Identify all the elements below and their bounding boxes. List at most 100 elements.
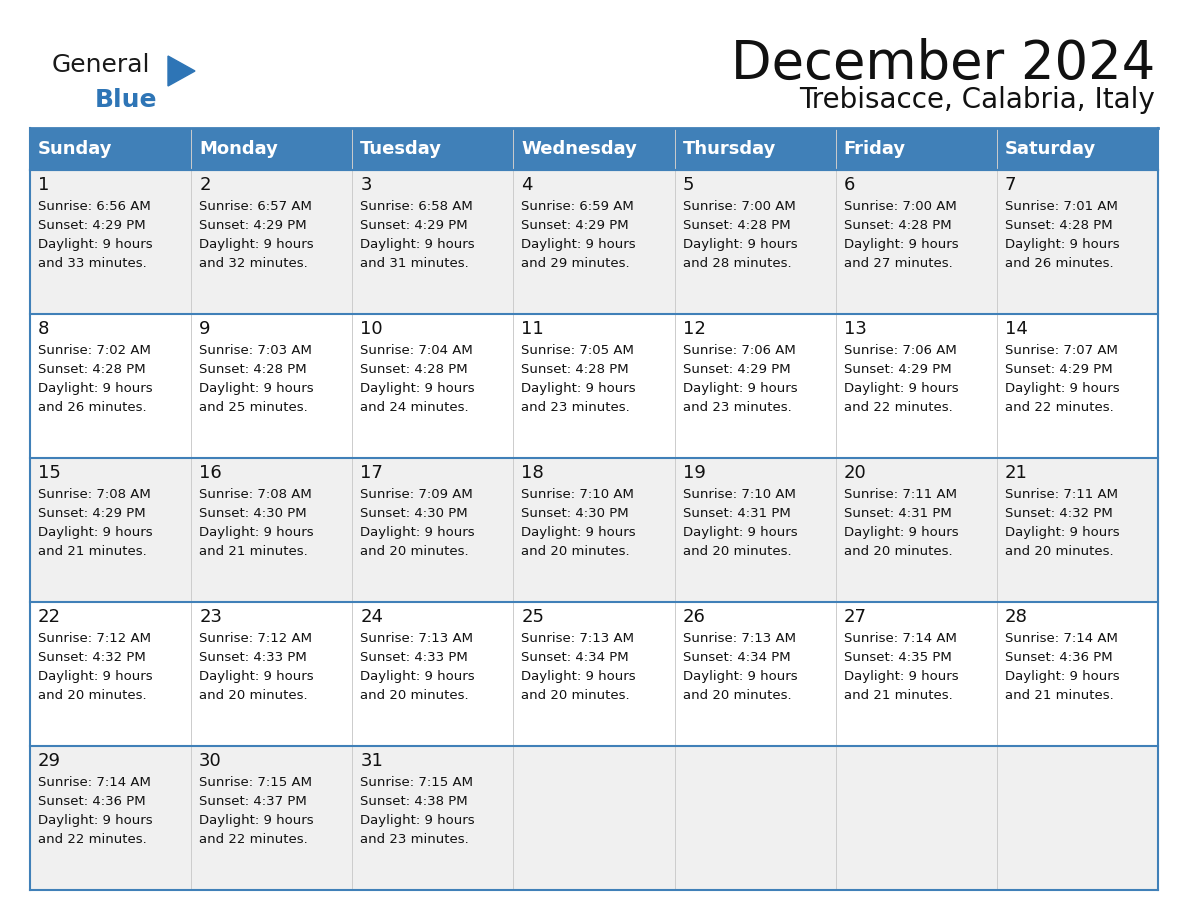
Text: Daylight: 9 hours: Daylight: 9 hours xyxy=(522,670,636,683)
Text: Sunset: 4:33 PM: Sunset: 4:33 PM xyxy=(200,651,307,664)
Text: Sunrise: 7:15 AM: Sunrise: 7:15 AM xyxy=(360,776,473,789)
Text: and 20 minutes.: and 20 minutes. xyxy=(360,545,469,558)
Bar xyxy=(30,458,1158,602)
Text: 16: 16 xyxy=(200,464,222,482)
Text: Sunrise: 7:14 AM: Sunrise: 7:14 AM xyxy=(1005,632,1118,645)
Text: and 20 minutes.: and 20 minutes. xyxy=(360,689,469,702)
Text: 1: 1 xyxy=(38,176,50,194)
Text: and 33 minutes.: and 33 minutes. xyxy=(38,257,147,270)
Text: and 25 minutes.: and 25 minutes. xyxy=(200,401,308,414)
Text: Daylight: 9 hours: Daylight: 9 hours xyxy=(200,382,314,395)
Polygon shape xyxy=(168,56,195,86)
Text: 27: 27 xyxy=(843,608,867,626)
Text: Sunrise: 7:05 AM: Sunrise: 7:05 AM xyxy=(522,344,634,357)
Text: and 28 minutes.: and 28 minutes. xyxy=(683,257,791,270)
Text: and 21 minutes.: and 21 minutes. xyxy=(38,545,147,558)
Text: and 20 minutes.: and 20 minutes. xyxy=(1005,545,1113,558)
Text: Sunset: 4:30 PM: Sunset: 4:30 PM xyxy=(200,507,307,520)
Text: Blue: Blue xyxy=(95,88,158,112)
Text: Sunset: 4:31 PM: Sunset: 4:31 PM xyxy=(843,507,952,520)
Text: 5: 5 xyxy=(683,176,694,194)
Text: Daylight: 9 hours: Daylight: 9 hours xyxy=(38,526,152,539)
Text: and 20 minutes.: and 20 minutes. xyxy=(683,545,791,558)
Text: Trebisacce, Calabria, Italy: Trebisacce, Calabria, Italy xyxy=(800,86,1155,114)
Text: Sunset: 4:36 PM: Sunset: 4:36 PM xyxy=(1005,651,1112,664)
Text: Daylight: 9 hours: Daylight: 9 hours xyxy=(1005,526,1119,539)
Text: Sunset: 4:29 PM: Sunset: 4:29 PM xyxy=(38,507,146,520)
Text: Sunrise: 7:03 AM: Sunrise: 7:03 AM xyxy=(200,344,312,357)
Text: Sunrise: 7:09 AM: Sunrise: 7:09 AM xyxy=(360,488,473,501)
Text: Sunrise: 7:06 AM: Sunrise: 7:06 AM xyxy=(843,344,956,357)
Text: Daylight: 9 hours: Daylight: 9 hours xyxy=(843,526,959,539)
Text: 15: 15 xyxy=(38,464,61,482)
Text: 26: 26 xyxy=(683,608,706,626)
Text: Sunset: 4:28 PM: Sunset: 4:28 PM xyxy=(38,363,146,376)
Text: 10: 10 xyxy=(360,320,383,338)
Text: Sunrise: 7:12 AM: Sunrise: 7:12 AM xyxy=(200,632,312,645)
Text: Sunrise: 7:10 AM: Sunrise: 7:10 AM xyxy=(522,488,634,501)
Bar xyxy=(30,314,1158,458)
Text: Sunset: 4:32 PM: Sunset: 4:32 PM xyxy=(1005,507,1113,520)
Text: Tuesday: Tuesday xyxy=(360,140,442,158)
Text: and 26 minutes.: and 26 minutes. xyxy=(38,401,146,414)
Text: Sunset: 4:29 PM: Sunset: 4:29 PM xyxy=(683,363,790,376)
Text: Sunrise: 7:11 AM: Sunrise: 7:11 AM xyxy=(843,488,956,501)
Text: and 22 minutes.: and 22 minutes. xyxy=(38,833,147,846)
Text: 2: 2 xyxy=(200,176,210,194)
Text: Sunrise: 7:12 AM: Sunrise: 7:12 AM xyxy=(38,632,151,645)
Text: 24: 24 xyxy=(360,608,384,626)
Text: Daylight: 9 hours: Daylight: 9 hours xyxy=(200,670,314,683)
Text: and 32 minutes.: and 32 minutes. xyxy=(200,257,308,270)
Text: Sunset: 4:38 PM: Sunset: 4:38 PM xyxy=(360,795,468,808)
Text: 4: 4 xyxy=(522,176,533,194)
Text: 23: 23 xyxy=(200,608,222,626)
Text: Daylight: 9 hours: Daylight: 9 hours xyxy=(360,238,475,251)
Text: Daylight: 9 hours: Daylight: 9 hours xyxy=(1005,670,1119,683)
Text: Daylight: 9 hours: Daylight: 9 hours xyxy=(200,814,314,827)
Text: and 21 minutes.: and 21 minutes. xyxy=(843,689,953,702)
Text: Daylight: 9 hours: Daylight: 9 hours xyxy=(360,814,475,827)
Text: Sunset: 4:34 PM: Sunset: 4:34 PM xyxy=(522,651,630,664)
Text: Sunset: 4:34 PM: Sunset: 4:34 PM xyxy=(683,651,790,664)
Text: Sunrise: 6:57 AM: Sunrise: 6:57 AM xyxy=(200,200,312,213)
Text: 7: 7 xyxy=(1005,176,1017,194)
Text: Daylight: 9 hours: Daylight: 9 hours xyxy=(200,238,314,251)
Text: Sunset: 4:29 PM: Sunset: 4:29 PM xyxy=(522,219,630,232)
Text: Sunrise: 7:13 AM: Sunrise: 7:13 AM xyxy=(360,632,473,645)
Text: Wednesday: Wednesday xyxy=(522,140,637,158)
Text: 8: 8 xyxy=(38,320,50,338)
Text: and 23 minutes.: and 23 minutes. xyxy=(360,833,469,846)
Text: Daylight: 9 hours: Daylight: 9 hours xyxy=(360,670,475,683)
Text: Sunset: 4:31 PM: Sunset: 4:31 PM xyxy=(683,507,790,520)
Text: Daylight: 9 hours: Daylight: 9 hours xyxy=(522,238,636,251)
Text: Sunday: Sunday xyxy=(38,140,113,158)
Text: Sunrise: 7:07 AM: Sunrise: 7:07 AM xyxy=(1005,344,1118,357)
Text: Daylight: 9 hours: Daylight: 9 hours xyxy=(522,382,636,395)
Text: Sunrise: 7:00 AM: Sunrise: 7:00 AM xyxy=(683,200,795,213)
Text: and 20 minutes.: and 20 minutes. xyxy=(683,689,791,702)
Text: Daylight: 9 hours: Daylight: 9 hours xyxy=(683,238,797,251)
Text: Daylight: 9 hours: Daylight: 9 hours xyxy=(843,670,959,683)
Text: and 24 minutes.: and 24 minutes. xyxy=(360,401,469,414)
Text: and 23 minutes.: and 23 minutes. xyxy=(522,401,630,414)
Bar xyxy=(30,746,1158,890)
Text: Thursday: Thursday xyxy=(683,140,776,158)
Text: Daylight: 9 hours: Daylight: 9 hours xyxy=(38,238,152,251)
Text: and 26 minutes.: and 26 minutes. xyxy=(1005,257,1113,270)
Text: 20: 20 xyxy=(843,464,866,482)
Text: 11: 11 xyxy=(522,320,544,338)
Text: 19: 19 xyxy=(683,464,706,482)
Text: Sunset: 4:28 PM: Sunset: 4:28 PM xyxy=(522,363,630,376)
Text: Sunrise: 6:59 AM: Sunrise: 6:59 AM xyxy=(522,200,634,213)
Text: Daylight: 9 hours: Daylight: 9 hours xyxy=(200,526,314,539)
Text: Sunset: 4:30 PM: Sunset: 4:30 PM xyxy=(360,507,468,520)
Text: December 2024: December 2024 xyxy=(731,38,1155,90)
Text: Daylight: 9 hours: Daylight: 9 hours xyxy=(360,382,475,395)
Text: Sunset: 4:29 PM: Sunset: 4:29 PM xyxy=(200,219,307,232)
Text: General: General xyxy=(52,53,151,77)
Text: Sunset: 4:28 PM: Sunset: 4:28 PM xyxy=(360,363,468,376)
Text: 6: 6 xyxy=(843,176,855,194)
Text: and 23 minutes.: and 23 minutes. xyxy=(683,401,791,414)
Text: and 22 minutes.: and 22 minutes. xyxy=(843,401,953,414)
Text: Sunrise: 7:13 AM: Sunrise: 7:13 AM xyxy=(683,632,796,645)
